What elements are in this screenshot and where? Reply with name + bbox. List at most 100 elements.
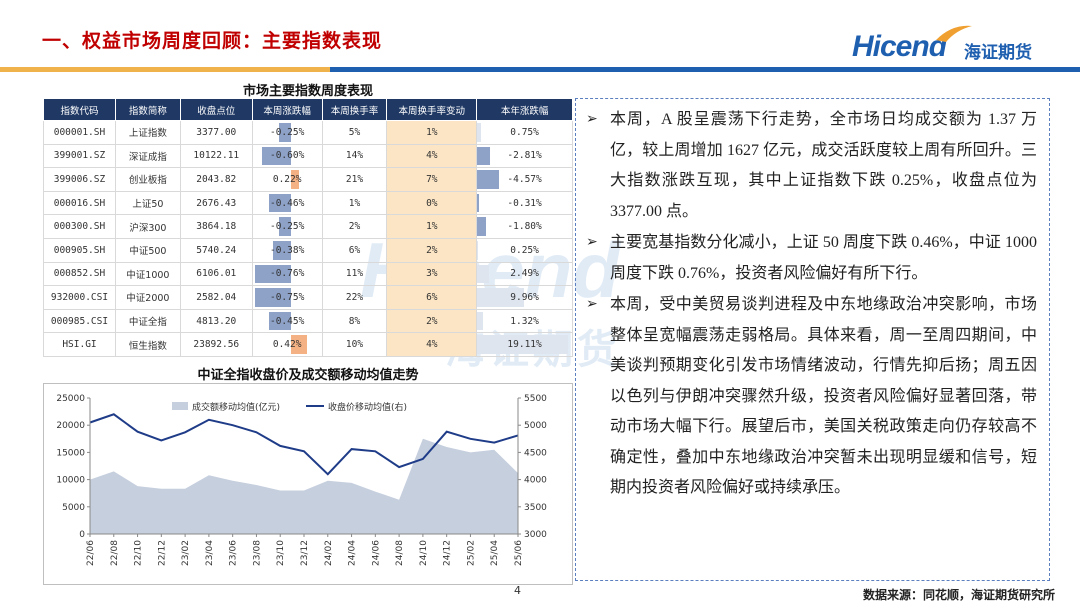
cell-value: -0.25%: [269, 221, 305, 233]
left-tick-label: 20000: [56, 421, 85, 431]
table-header-row: 指数代码 指数简称 收盘点位 本周涨跌幅 本周换手率 本周换手率变动 本年涨跌幅: [43, 98, 573, 121]
x-tick-label: 24/02: [324, 540, 334, 566]
cell-turnover: 22%: [321, 285, 388, 310]
week-change-bar: [272, 240, 291, 260]
cell-week-change: -0.25%: [251, 214, 323, 239]
cell-ytd: -4.57%: [476, 167, 573, 192]
header-turnover: 本周换手率: [321, 98, 388, 121]
x-tick-label: 23/08: [252, 540, 262, 566]
legend-label-area: 成交额移动均值(亿元): [192, 401, 280, 413]
cell-close: 2043.82: [179, 167, 253, 192]
cell-close: 5740.24: [179, 237, 253, 263]
right-tick-label: 3000: [524, 530, 547, 540]
cell-value: 0.42%: [272, 339, 302, 351]
cell-turnover-change: 7%: [386, 167, 478, 192]
cell-turnover: 8%: [321, 308, 388, 334]
table-row: 399001.SZ 深证成指 10122.11 -0.60% 14% 4% -2.81%: [43, 143, 573, 169]
cell-code: 399006.SZ: [43, 167, 116, 192]
cell-turnover-change: 4%: [386, 332, 478, 357]
paragraph-text: 本周，受中美贸易谈判进程及中东地缘政治冲突影响，市场整体呈宽幅震荡走弱格局。具体…: [610, 296, 1037, 496]
cell-name: 中证2000: [114, 285, 181, 310]
cell-turnover: 1%: [321, 190, 388, 216]
cell-ytd: -2.81%: [476, 143, 573, 169]
page-title: 一、权益市场周度回顾：主要指数表现: [42, 30, 383, 52]
cell-week-change: -0.38%: [251, 237, 323, 263]
x-tick-label: 22/12: [157, 540, 167, 566]
x-tick-label: 23/06: [229, 540, 239, 566]
x-tick-label: 22/10: [134, 540, 144, 566]
legend-label-line: 收盘价移动均值(右): [328, 401, 407, 413]
x-tick-label: 23/02: [181, 540, 191, 566]
table-row: 000016.SH 上证50 2676.43 -0.46% 1% 0% -0.31%: [43, 190, 573, 216]
header-turnover-change: 本周换手率变动: [386, 98, 478, 121]
table-row: 000905.SH 中证500 5740.24 -0.38% 6% 2% 0.25%: [43, 237, 573, 263]
right-tick-label: 4000: [524, 476, 547, 486]
cell-week-change: 0.42%: [251, 332, 323, 357]
left-tick-label: 15000: [56, 448, 85, 458]
cell-turnover-change: 2%: [386, 237, 478, 263]
cell-ytd: 0.25%: [476, 237, 573, 263]
cell-week-change: -0.75%: [251, 285, 323, 310]
cell-name: 恒生指数: [114, 332, 181, 357]
cell-code: 000852.SH: [43, 261, 116, 287]
cell-close: 23892.56: [179, 332, 253, 357]
cell-turnover: 2%: [321, 214, 388, 239]
cell-close: 10122.11: [179, 143, 253, 169]
ytd-bar: [477, 146, 491, 166]
right-tick-label: 5500: [524, 394, 547, 404]
cell-value: -0.25%: [269, 126, 305, 138]
legend-swatch-area: [172, 402, 188, 410]
table-row: 932000.CSI 中证2000 2582.04 -0.75% 22% 6% 9.96%: [43, 285, 573, 310]
x-tick-label: 24/12: [443, 540, 453, 566]
table-row: 399006.SZ 创业板指 2043.82 0.22% 21% 7% -4.57%: [43, 167, 573, 192]
week-change-bar: [269, 311, 291, 331]
bullet-arrow-icon: ➢: [586, 297, 598, 312]
right-tick-label: 4500: [524, 448, 547, 458]
week-change-bar: [268, 193, 291, 213]
x-tick-label: 25/04: [490, 540, 500, 566]
cell-turnover-change: 2%: [386, 308, 478, 334]
x-tick-label: 23/10: [276, 540, 286, 566]
cell-value: -0.38%: [269, 244, 305, 256]
cell-value: 1.32%: [510, 315, 539, 327]
x-tick-label: 24/06: [371, 540, 381, 566]
cell-code: 932000.CSI: [43, 285, 116, 310]
series-line-close: [89, 413, 519, 476]
chart-title: 中证全指收盘价及成交额移动均值走势: [197, 368, 419, 383]
cell-week-change: -0.76%: [251, 261, 323, 287]
week-change-bar: [278, 217, 291, 236]
cell-ytd: 1.32%: [476, 308, 573, 334]
cell-turnover-change: 4%: [386, 143, 478, 169]
commentary-paragraph-3: ➢ 本周，受中美贸易谈判进程及中东地缘政治冲突影响，市场整体呈宽幅震荡走弱格局。…: [586, 290, 1037, 504]
cell-turnover-change: 1%: [386, 214, 478, 239]
left-tick-label: 25000: [56, 394, 85, 404]
cell-turnover-change: 0%: [386, 190, 478, 216]
page-number: 4: [514, 584, 521, 597]
x-tick-label: 22/06: [86, 540, 96, 566]
ytd-bar: [477, 217, 486, 236]
cell-close: 2676.43: [179, 190, 253, 216]
cell-name: 创业板指: [114, 167, 181, 192]
table-row: 000300.SH 沪深300 3864.18 -0.25% 2% 1% -1.80%: [43, 214, 573, 239]
ytd-bar: [477, 288, 525, 307]
ytd-bar: [477, 335, 568, 354]
header-close: 收盘点位: [179, 98, 253, 121]
table-row: 000985.CSI 中证全指 4813.20 -0.45% 8% 2% 1.32%: [43, 308, 573, 334]
table-row: 000852.SH 中证1000 6106.01 -0.76% 11% 3% 2.49%: [43, 261, 573, 287]
logo-text-en: Hicend: [852, 30, 947, 63]
week-change-bar: [290, 170, 300, 189]
cell-name: 中证全指: [114, 308, 181, 334]
ytd-bar: [477, 240, 479, 260]
header-name: 指数简称: [114, 98, 181, 121]
cell-week-change: -0.25%: [251, 120, 323, 145]
week-change-bar: [278, 123, 291, 142]
ytd-bar: [477, 264, 489, 284]
cell-value: 0.22%: [272, 173, 302, 185]
cell-turnover: 5%: [321, 120, 388, 145]
x-tick-label: 22/08: [110, 540, 120, 566]
cell-name: 上证指数: [114, 120, 181, 145]
cell-turnover-change: 3%: [386, 261, 478, 287]
cell-value: -0.46%: [269, 197, 305, 209]
cell-code: 000300.SH: [43, 214, 116, 239]
header-code: 指数代码: [43, 98, 116, 121]
